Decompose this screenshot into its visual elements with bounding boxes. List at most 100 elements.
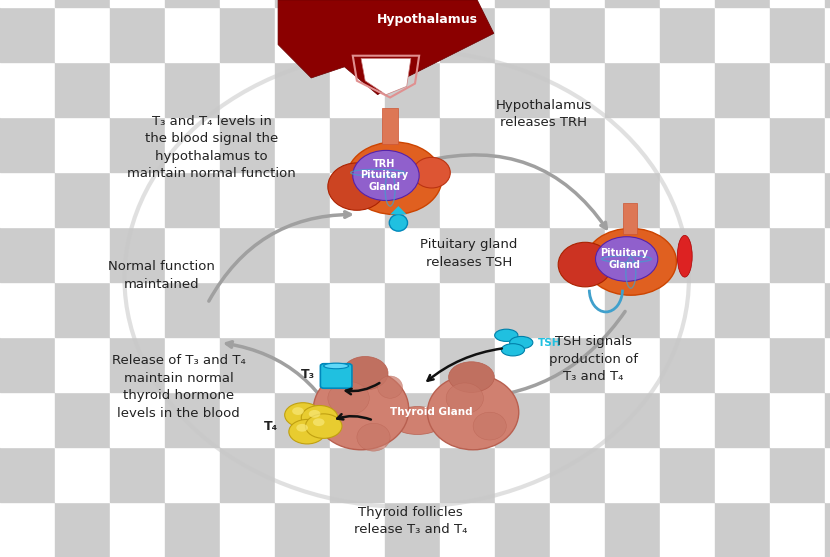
Bar [550,447,605,502]
Bar [825,502,830,557]
Bar [0,502,55,557]
Ellipse shape [328,163,386,211]
Bar [165,447,220,502]
Bar [330,117,385,172]
Bar [220,117,275,172]
Text: T₃ and T₄ levels in
the blood signal the
hypothalamus to
maintain normal functio: T₃ and T₄ levels in the blood signal the… [127,115,296,180]
Bar [770,0,825,7]
Bar [220,62,275,117]
Bar [55,392,110,447]
Bar [495,62,550,117]
Bar [440,392,495,447]
Bar [495,117,550,172]
Ellipse shape [473,412,506,440]
Bar [660,447,715,502]
Bar [330,447,385,502]
Bar [715,337,770,392]
Bar [550,337,605,392]
Bar [220,337,275,392]
Bar [330,0,385,7]
Bar [550,7,605,62]
Bar [385,0,440,7]
Bar [440,337,495,392]
Bar [165,62,220,117]
Bar [440,227,495,282]
Ellipse shape [585,228,676,295]
Bar [605,337,660,392]
Bar [605,392,660,447]
Bar [0,172,55,227]
Ellipse shape [391,407,445,434]
Circle shape [301,405,338,430]
Bar [165,7,220,62]
Bar [165,502,220,557]
Bar [495,447,550,502]
Bar [495,392,550,447]
Bar [440,117,495,172]
Bar [385,62,440,117]
Text: Hypothalamus: Hypothalamus [377,13,478,26]
Bar [110,227,165,282]
Circle shape [292,407,304,415]
Bar [385,447,440,502]
Ellipse shape [357,423,390,451]
Bar [495,7,550,62]
Bar [550,502,605,557]
Bar [55,62,110,117]
Bar [110,117,165,172]
Bar [220,502,275,557]
Ellipse shape [447,383,484,413]
Bar [660,0,715,7]
Bar [825,172,830,227]
Text: TSH: TSH [538,338,561,348]
Bar [385,172,440,227]
Bar [605,447,660,502]
Bar [770,172,825,227]
Polygon shape [390,206,407,214]
Ellipse shape [343,356,388,390]
Bar [605,117,660,172]
Bar [660,337,715,392]
Bar [55,282,110,337]
Bar [660,282,715,337]
Bar [550,0,605,7]
Bar [825,227,830,282]
Bar [220,392,275,447]
Bar [495,0,550,7]
Bar [605,0,660,7]
Circle shape [305,414,342,438]
Bar [385,227,440,282]
Text: T₃: T₃ [301,368,315,382]
Bar [495,282,550,337]
Bar [770,117,825,172]
Bar [0,117,55,172]
Bar [440,7,495,62]
Ellipse shape [324,363,349,369]
Bar [330,392,385,447]
Bar [825,7,830,62]
Ellipse shape [314,369,409,450]
Bar [55,447,110,502]
Bar [605,282,660,337]
Bar [220,227,275,282]
Bar [275,117,330,172]
Bar [715,7,770,62]
Bar [715,447,770,502]
Bar [715,117,770,172]
Ellipse shape [347,142,442,214]
Bar [165,282,220,337]
Bar [220,282,275,337]
Text: Hypothalamus
releases TRH: Hypothalamus releases TRH [496,99,592,129]
Ellipse shape [677,236,692,277]
Bar [715,502,770,557]
Bar [660,117,715,172]
Bar [55,172,110,227]
Bar [330,7,385,62]
Bar [715,62,770,117]
Bar [165,117,220,172]
Bar [275,0,330,7]
Bar [660,172,715,227]
Bar [330,337,385,392]
Bar [275,227,330,282]
Bar [495,227,550,282]
